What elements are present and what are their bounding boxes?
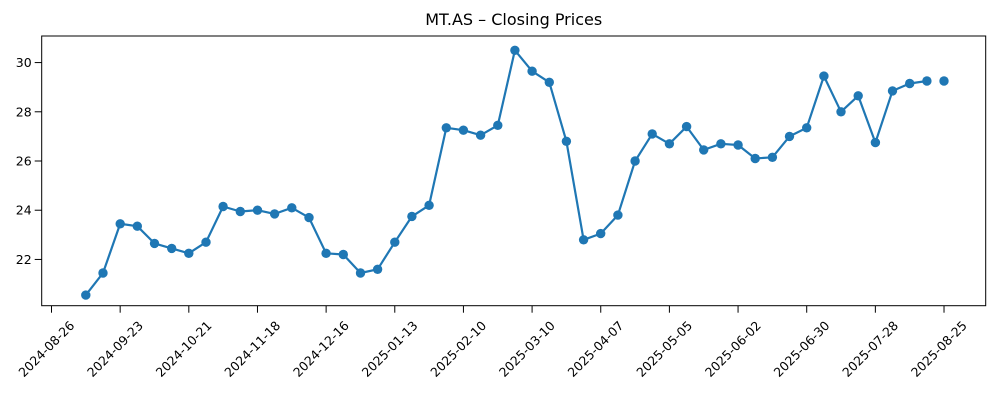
data-point-marker bbox=[475, 130, 486, 140]
y-tick-label: 22 bbox=[16, 252, 32, 267]
x-tick-label: 2024-12-16 bbox=[290, 318, 352, 380]
data-point-marker bbox=[802, 123, 812, 133]
x-tick-label: 2025-07-28 bbox=[839, 318, 901, 380]
x-tick-label: 2024-09-23 bbox=[84, 318, 146, 380]
data-point-marker bbox=[269, 209, 280, 219]
y-tick-label: 30 bbox=[16, 55, 32, 70]
data-point-marker bbox=[784, 131, 795, 142]
data-point-marker bbox=[767, 152, 778, 162]
data-point-marker bbox=[321, 248, 331, 258]
x-tick-label: 2024-10-21 bbox=[153, 318, 215, 380]
y-tick-label: 26 bbox=[16, 154, 32, 169]
data-point-marker bbox=[98, 268, 108, 278]
data-point-marker bbox=[750, 153, 760, 164]
data-point-marker bbox=[939, 76, 949, 86]
data-point-marker bbox=[149, 238, 160, 249]
data-point-marker bbox=[252, 205, 263, 215]
x-tick-label: 2025-08-25 bbox=[908, 318, 970, 380]
x-tick-label: 2024-08-26 bbox=[15, 318, 77, 380]
data-point-marker bbox=[424, 200, 434, 210]
data-point-marker bbox=[836, 107, 846, 117]
data-point-marker bbox=[596, 228, 606, 239]
axis-ticks bbox=[34, 62, 945, 313]
data-point-marker bbox=[372, 264, 383, 274]
price-series bbox=[81, 45, 949, 300]
data-point-marker bbox=[561, 136, 572, 146]
x-tick-label: 2025-01-13 bbox=[359, 318, 421, 380]
axes-spines bbox=[41, 35, 987, 307]
data-point-marker bbox=[716, 139, 726, 149]
data-point-marker bbox=[441, 123, 451, 133]
data-point-marker bbox=[390, 237, 400, 247]
axis-tick-labels: 22 24 26 28 30 2024-08-26 2024-09-23 2024-10-21… bbox=[15, 55, 969, 380]
data-point-marker bbox=[699, 145, 709, 155]
x-tick-label: 2025-02-10 bbox=[427, 318, 489, 380]
y-tick-label: 28 bbox=[16, 104, 32, 119]
data-point-marker bbox=[458, 125, 469, 135]
data-point-marker bbox=[304, 212, 314, 223]
x-tick-label: 2025-04-07 bbox=[565, 318, 627, 380]
data-point-marker bbox=[664, 139, 675, 149]
data-point-marker bbox=[922, 76, 932, 86]
data-point-marker bbox=[819, 71, 829, 81]
data-point-marker bbox=[338, 249, 348, 260]
data-point-marker bbox=[647, 129, 657, 139]
data-point-marker bbox=[887, 86, 898, 96]
x-tick-label: 2024-11-18 bbox=[221, 318, 283, 380]
data-point-marker bbox=[681, 121, 692, 132]
data-point-marker bbox=[630, 156, 640, 166]
x-tick-label: 2025-03-10 bbox=[496, 318, 558, 380]
data-point-marker bbox=[407, 211, 417, 222]
data-point-marker bbox=[510, 45, 520, 55]
data-point-marker bbox=[184, 248, 194, 258]
data-point-marker bbox=[132, 221, 142, 231]
data-point-marker bbox=[905, 78, 915, 89]
data-point-marker bbox=[493, 120, 503, 130]
data-point-marker bbox=[853, 91, 863, 101]
data-point-marker bbox=[115, 219, 125, 229]
data-point-marker bbox=[218, 201, 228, 212]
data-point-marker bbox=[235, 206, 245, 217]
data-point-marker bbox=[167, 243, 177, 254]
data-point-marker bbox=[287, 203, 297, 213]
data-point-marker bbox=[81, 290, 91, 300]
x-tick-label: 2025-06-02 bbox=[702, 318, 764, 380]
price-line bbox=[84, 49, 929, 297]
data-point-marker bbox=[201, 237, 211, 247]
data-point-marker bbox=[733, 140, 743, 150]
data-point-marker bbox=[613, 210, 623, 220]
plot-area-border bbox=[41, 35, 987, 307]
data-point-marker bbox=[544, 77, 554, 88]
chart-title: MT.AS – Closing Prices bbox=[425, 10, 602, 29]
y-tick-label: 24 bbox=[16, 203, 32, 218]
data-point-marker bbox=[578, 235, 589, 245]
x-tick-label: 2025-05-05 bbox=[633, 318, 695, 380]
data-point-marker bbox=[355, 268, 366, 278]
data-point-marker bbox=[870, 137, 881, 148]
x-tick-label: 2025-06-30 bbox=[771, 318, 833, 380]
data-point-marker bbox=[527, 66, 537, 76]
